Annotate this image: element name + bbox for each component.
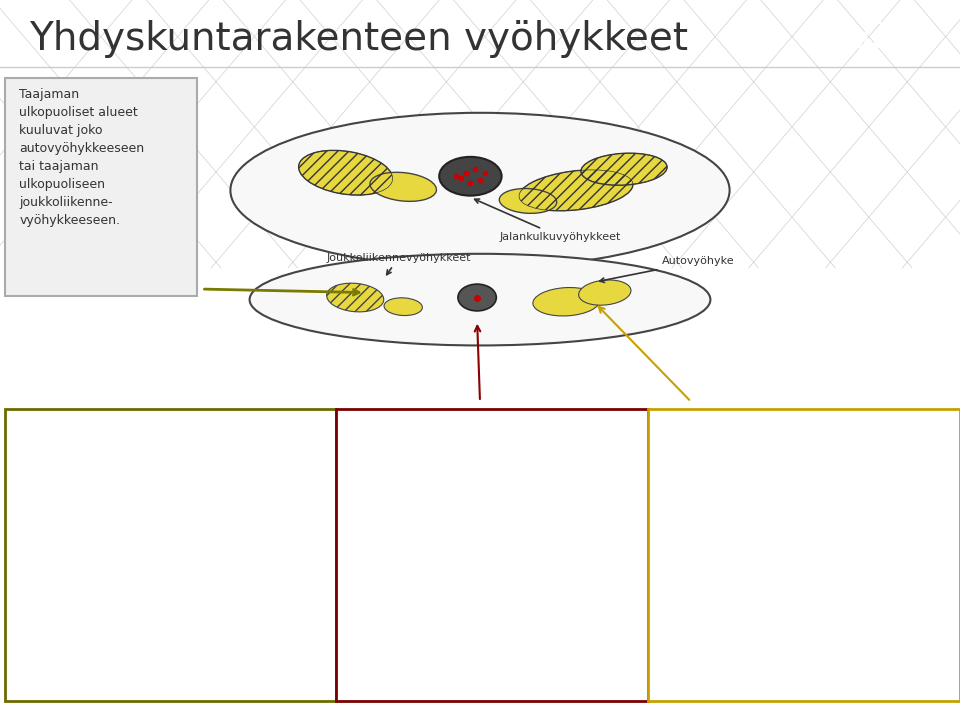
Text: vyöhykkeellä.: vyöhykkeellä.: [662, 568, 744, 581]
Text: Joukkoliikennevyöhykkeet: Joukkoliikennevyöhykkeet: [326, 253, 471, 275]
Text: joukkoliikennetarjontaa, mutta: joukkoliikennetarjontaa, mutta: [662, 509, 845, 522]
Ellipse shape: [230, 113, 730, 268]
Text: 250/500 m, ajoaika Helsinkiin max 45 min): 250/500 m, ajoaika Helsinkiin max 45 min…: [19, 627, 292, 640]
Text: joukkoliikenteen palvelutaso ei ole: joukkoliikenteen palvelutaso ei ole: [662, 529, 867, 541]
Text: 1.  Hyvä joukkoliikennevyöhyke (30 min,: 1. Hyvä joukkoliikennevyöhyke (30 min,: [19, 608, 258, 620]
Text: 1.  Jalankulkuvyöhyke rajautuu 1,0–2,0 km:n: 1. Jalankulkuvyöhyke rajautuu 1,0–2,0 km…: [350, 430, 613, 443]
Ellipse shape: [533, 288, 600, 316]
Text: Jalankulku- ja joukkoliikenne-: Jalankulku- ja joukkoliikenne-: [662, 430, 834, 443]
Text: Alkuperäinen kuvalähde
Leo Kosonen, Kuopion kaupunki: Alkuperäinen kuvalähde Leo Kosonen, Kuop…: [730, 666, 895, 687]
Text: 2.  Joukkoliikennevyöhyke (15 min, 250/400 m): 2. Joukkoliikennevyöhyke (15 min, 250/40…: [19, 568, 298, 581]
Text: UZ: UZ: [840, 20, 898, 54]
Text: ajoaika Helsinkiin max 75 min): ajoaika Helsinkiin max 75 min): [19, 667, 221, 680]
Text: säteelle jalankulkuvyöhykkeestä.: säteelle jalankulkuvyöhykkeestä.: [350, 548, 565, 561]
Ellipse shape: [384, 298, 422, 316]
Ellipse shape: [250, 254, 710, 345]
Text: 3.  Alakeskuksiin muodostuu itsenäinen: 3. Alakeskuksiin muodostuu itsenäinen: [350, 588, 585, 601]
Ellipse shape: [499, 188, 557, 214]
FancyBboxPatch shape: [648, 409, 960, 701]
Text: km:n etäisyydellä kaupunkikeskustoista ja: km:n etäisyydellä kaupunkikeskustoista j…: [19, 450, 270, 462]
Text: Yhdyskuntarakenteen vyöhykkeet: Yhdyskuntarakenteen vyöhykkeet: [29, 20, 687, 58]
Text: Pääkaupunkiseutu: Pääkaupunkiseutu: [19, 509, 128, 522]
Text: Autovyöhykkeellä on jonkin verran: Autovyöhykkeellä on jonkin verran: [662, 489, 868, 502]
Text: taajama-alue on autovyöhyttä.: taajama-alue on autovyöhyttä.: [662, 470, 846, 482]
Text: ydinkeskustasta.: ydinkeskustasta.: [350, 470, 468, 482]
Text: Joukkoliikennevyöhykkeet sijaitsevat yli 2,5: Joukkoliikennevyöhykkeet sijaitsevat yli…: [19, 430, 276, 443]
Text: (5 min, 250/400 m): (5 min, 250/400 m): [19, 548, 152, 561]
Text: 2.  Jalankulkuvyöhykettä ympäröi: 2. Jalankulkuvyöhykettä ympäröi: [350, 509, 547, 522]
Ellipse shape: [579, 280, 631, 305]
Text: 1.  Intensiivinen joukkoliikennevyöhyke: 1. Intensiivinen joukkoliikennevyöhyke: [19, 529, 252, 541]
Ellipse shape: [370, 172, 437, 202]
Text: Muut alueet: Muut alueet: [19, 588, 90, 601]
Ellipse shape: [519, 170, 633, 211]
FancyBboxPatch shape: [5, 78, 197, 296]
Text: jalankulkuvyöhyke: jalankulkuvyöhyke: [350, 608, 479, 620]
FancyBboxPatch shape: [336, 409, 648, 701]
Text: yhtä hyvä kuin joukkoliikenne-: yhtä hyvä kuin joukkoliikenne-: [662, 548, 843, 561]
Text: 2.  Joukkoliikennevyöhyke (60 min, 500/1000 m,: 2. Joukkoliikennevyöhyke (60 min, 500/10…: [19, 647, 303, 660]
Text: vyöhykkeiden ulkopuolelle jäävä: vyöhykkeiden ulkopuolelle jäävä: [662, 450, 855, 462]
Ellipse shape: [581, 153, 667, 185]
Text: säteelle kaupungin kaupallisesta: säteelle kaupungin kaupallisesta: [350, 450, 564, 462]
Text: Autovyöhyke: Autovyöhyke: [600, 257, 735, 283]
Text: Jalankulkuvyöhykkeet: Jalankulkuvyöhykkeet: [474, 199, 620, 242]
Text: Taajaman
ulkopuoliset alueet
kuuluvat joko
autovyöhykkeeseen
tai taajaman
ulkopu: Taajaman ulkopuoliset alueet kuuluvat jo…: [19, 88, 144, 227]
Text: niillä joukkoliikenteen palvelutaso on hyvä: niillä joukkoliikenteen palvelutaso on h…: [19, 470, 271, 482]
FancyBboxPatch shape: [5, 409, 336, 701]
Ellipse shape: [458, 284, 496, 311]
Text: reunavyöhyke, joka ulottuu  2–5 km:n: reunavyöhyke, joka ulottuu 2–5 km:n: [350, 529, 592, 541]
Ellipse shape: [439, 157, 501, 195]
Text: tai erinomainen.: tai erinomainen.: [19, 489, 117, 502]
Ellipse shape: [326, 283, 384, 312]
Ellipse shape: [299, 150, 393, 195]
